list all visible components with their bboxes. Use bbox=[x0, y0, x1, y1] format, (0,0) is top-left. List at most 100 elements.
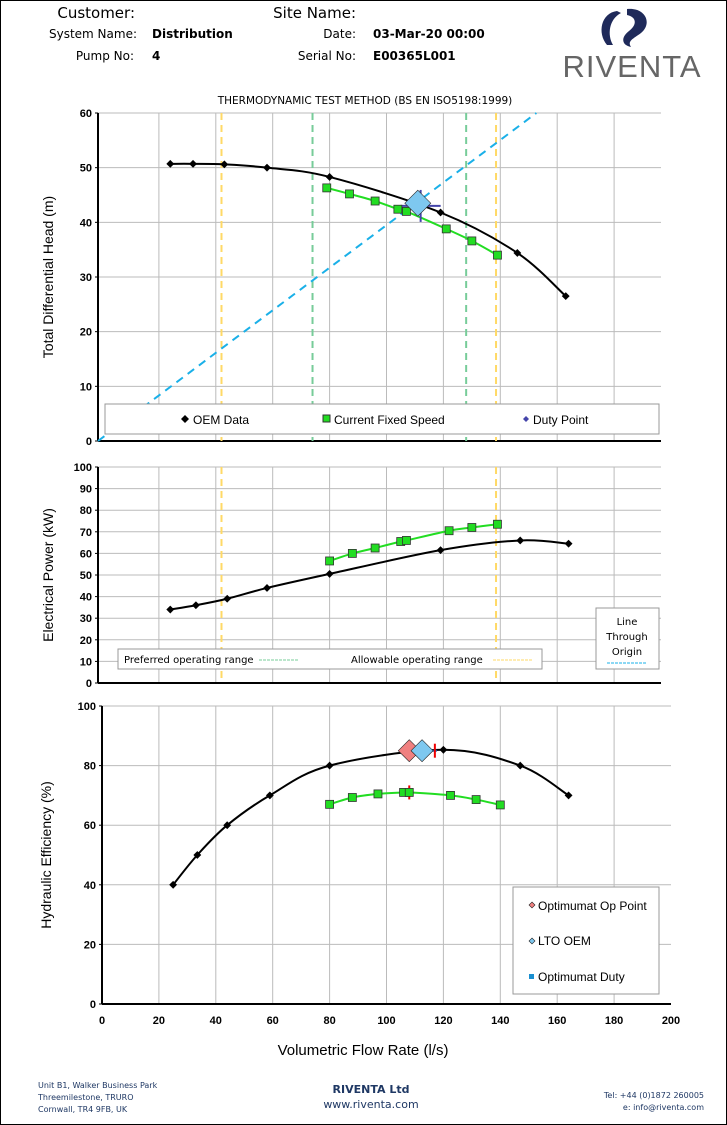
footer-email[interactable]: e: info@riventa.com bbox=[622, 1103, 704, 1112]
oem-legend-icon bbox=[181, 415, 189, 423]
current-fixed-speed-point bbox=[467, 236, 477, 246]
legend-duty: Duty Point bbox=[533, 413, 589, 427]
x-tick-label: 80 bbox=[323, 1015, 335, 1027]
duty-legend-icon bbox=[523, 416, 529, 422]
legend-allowable: Allowable operating range bbox=[351, 655, 483, 666]
oem-data-point bbox=[516, 536, 525, 545]
y-axis-title: Total Differential Head (m) bbox=[40, 196, 56, 358]
x-tick-label: 140 bbox=[491, 1015, 509, 1027]
lto-oem-marker bbox=[410, 739, 434, 763]
address-line: Cornwall, TR4 9FB, UK bbox=[38, 1105, 128, 1114]
oem-data-point bbox=[166, 605, 175, 614]
oem-data-point bbox=[325, 569, 334, 578]
x-axis-title: Volumetric Flow Rate (l/s) bbox=[278, 1042, 449, 1059]
oem-data-point bbox=[220, 160, 229, 169]
y-tick-label: 50 bbox=[80, 163, 92, 175]
legend-origin: Through bbox=[605, 632, 647, 643]
y-axis-title: Electrical Power (kW) bbox=[40, 508, 56, 642]
y-tick-label: 40 bbox=[84, 880, 96, 892]
oem-curve bbox=[170, 539, 569, 611]
y-tick-label: 50 bbox=[80, 570, 92, 582]
legend-lto-oem: LTO OEM bbox=[538, 934, 591, 948]
op-point-legend-icon bbox=[528, 901, 536, 909]
oem-data-point bbox=[223, 821, 232, 830]
oem-data-point bbox=[516, 761, 525, 770]
current-fixed-speed-point bbox=[373, 789, 383, 799]
oem-data-point bbox=[564, 791, 573, 800]
chart-2: 0 10 20 30 40 50 60 70 80 90 100 Electrical Power (… bbox=[40, 462, 661, 690]
x-tick-label: 160 bbox=[548, 1015, 566, 1027]
duty-legend-icon bbox=[529, 974, 534, 979]
y-tick-label: 90 bbox=[80, 484, 92, 496]
current-fixed-speed-point bbox=[402, 536, 411, 545]
y-tick-label: 60 bbox=[80, 108, 92, 120]
current-fixed-speed-point bbox=[402, 206, 411, 216]
pump-no-label: Pump No: bbox=[75, 49, 134, 63]
footer-address: Unit B1, Walker Business Park Threemiles… bbox=[38, 1080, 157, 1116]
current-fixed-speed-point bbox=[471, 795, 481, 804]
oem-data-point bbox=[436, 546, 445, 555]
y-tick-label: 100 bbox=[74, 462, 92, 474]
riventa-logo: RIVENTA bbox=[541, 5, 723, 85]
footer-website[interactable]: www.riventa.com bbox=[323, 1098, 419, 1111]
line-through-origin bbox=[97, 112, 537, 442]
legend-box bbox=[512, 886, 660, 995]
chart-1: 0 10 20 30 40 50 60 Total Differential Head (m) bbox=[40, 108, 661, 448]
oem-data-point bbox=[564, 539, 573, 548]
system-name-label: System Name: bbox=[48, 27, 137, 41]
current-fixed-speed-point bbox=[495, 800, 505, 810]
x-tick-label: 0 bbox=[99, 1015, 105, 1027]
oem-data-point bbox=[325, 173, 334, 181]
serial-no-label: Serial No: bbox=[297, 49, 356, 63]
y-tick-label: 10 bbox=[80, 656, 92, 668]
serial-no-value: E00365L001 bbox=[373, 49, 456, 63]
legend-box bbox=[595, 607, 660, 670]
oem-data-point bbox=[166, 159, 175, 168]
y-tick-label: 40 bbox=[80, 592, 92, 604]
y-tick-label: 30 bbox=[80, 272, 92, 284]
y-axis-title: Hydraulic Efficiency (%) bbox=[38, 781, 54, 929]
system-name-value: Distribution bbox=[152, 27, 233, 41]
current-fixed-speed-point bbox=[322, 183, 332, 193]
oem-data-point bbox=[263, 163, 271, 172]
oem-data-point bbox=[193, 851, 202, 859]
logo-text: RIVENTA bbox=[562, 49, 702, 84]
legend-oem: OEM Data bbox=[193, 413, 249, 427]
current-fixed-speed-point bbox=[493, 250, 502, 260]
current-fixed-speed-point bbox=[347, 549, 357, 558]
legend-op-point: Optimumat Op Point bbox=[538, 899, 647, 913]
current-fixed-speed-point bbox=[467, 523, 477, 532]
date-value: 03-Mar-20 00:00 bbox=[373, 27, 485, 41]
current-fixed-speed-point bbox=[493, 519, 502, 529]
pump-no-value: 4 bbox=[152, 49, 161, 63]
oem-curve bbox=[170, 162, 567, 297]
chart-3: 0 20 40 60 80 100 Hydraulic Efficiency (%) 0 20 4… bbox=[38, 701, 680, 1059]
oem-data-point bbox=[169, 880, 178, 889]
y-tick-label: 20 bbox=[84, 939, 96, 951]
y-tick-label: 10 bbox=[80, 381, 92, 393]
legend-preferred: Preferred operating range bbox=[124, 655, 254, 666]
y-tick-label: 40 bbox=[80, 217, 92, 229]
current-fixed-speed-point bbox=[441, 224, 451, 234]
legend-duty: Optimumat Duty bbox=[538, 970, 625, 984]
address-line: Unit B1, Walker Business Park bbox=[38, 1081, 158, 1090]
current-fixed-speed-point bbox=[444, 526, 454, 536]
current-fixed-speed-point bbox=[347, 793, 357, 802]
site-name-label: Site Name: bbox=[273, 4, 356, 22]
y-tick-label: 60 bbox=[84, 820, 96, 832]
lto-point-marker bbox=[404, 189, 432, 217]
x-tick-label: 60 bbox=[267, 1015, 279, 1027]
current-fixed-speed-point bbox=[446, 791, 455, 800]
y-tick-label: 100 bbox=[78, 701, 96, 713]
x-tick-label: 120 bbox=[434, 1015, 452, 1027]
y-tick-label: 80 bbox=[84, 761, 96, 773]
x-tick-label: 200 bbox=[662, 1015, 680, 1027]
current-fixed-speed-point bbox=[325, 799, 335, 809]
current-fixed-speed-point bbox=[325, 556, 335, 566]
y-tick-label: 20 bbox=[80, 327, 92, 339]
x-tick-label: 20 bbox=[153, 1015, 165, 1027]
y-tick-label: 30 bbox=[80, 613, 92, 625]
y-tick-label: 20 bbox=[80, 635, 92, 647]
oem-data-point bbox=[189, 159, 197, 168]
oem-data-point bbox=[513, 249, 522, 257]
